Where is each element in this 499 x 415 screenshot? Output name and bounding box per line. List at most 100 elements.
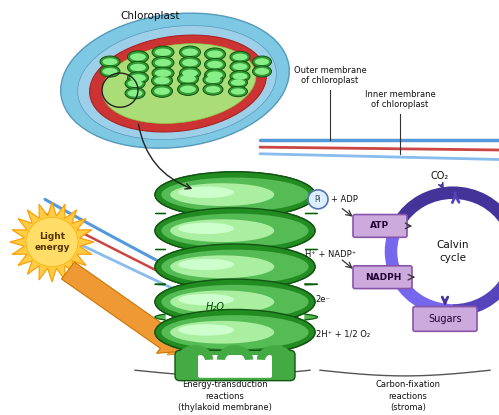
Ellipse shape [155,59,171,66]
Ellipse shape [100,56,120,67]
Ellipse shape [155,310,315,355]
Ellipse shape [178,73,199,85]
Ellipse shape [207,50,223,58]
Ellipse shape [155,69,171,77]
Ellipse shape [229,77,248,88]
Ellipse shape [233,73,248,80]
Polygon shape [305,284,317,285]
Circle shape [26,217,78,267]
Ellipse shape [155,244,315,290]
Ellipse shape [229,86,248,97]
Ellipse shape [205,59,226,71]
Ellipse shape [61,13,289,148]
Ellipse shape [180,85,196,93]
Ellipse shape [128,72,149,84]
Ellipse shape [178,187,234,198]
FancyBboxPatch shape [353,266,412,288]
Polygon shape [10,202,94,282]
Text: Calvin
cycle: Calvin cycle [437,240,469,263]
Ellipse shape [128,80,143,87]
Ellipse shape [102,44,256,123]
FancyArrow shape [77,273,190,355]
Ellipse shape [207,71,223,79]
Ellipse shape [206,76,221,83]
Ellipse shape [178,223,234,234]
Text: Energy-transduction
reactions
(thylakoid membrane): Energy-transduction reactions (thylakoid… [178,380,272,413]
Text: Chloroplast: Chloroplast [120,11,180,22]
Ellipse shape [155,49,171,56]
Ellipse shape [161,214,308,248]
Ellipse shape [161,250,308,284]
Ellipse shape [152,75,173,87]
Ellipse shape [205,69,226,81]
Ellipse shape [255,58,269,65]
Ellipse shape [155,172,315,217]
Ellipse shape [128,51,149,63]
Ellipse shape [161,178,308,212]
Ellipse shape [182,69,198,77]
Text: H⁺ + NADP⁺: H⁺ + NADP⁺ [305,250,356,259]
Ellipse shape [155,279,315,325]
Text: Light
energy: Light energy [34,232,70,252]
Ellipse shape [155,208,315,254]
Ellipse shape [155,172,315,217]
Ellipse shape [178,324,234,336]
Ellipse shape [170,219,274,242]
Ellipse shape [203,74,223,85]
Ellipse shape [205,48,226,60]
Ellipse shape [170,321,274,344]
Ellipse shape [170,183,274,206]
Ellipse shape [170,255,274,278]
Ellipse shape [155,208,315,254]
Ellipse shape [170,255,274,278]
Text: 2H⁺ + 1/2 O₂: 2H⁺ + 1/2 O₂ [316,330,370,339]
Ellipse shape [230,61,250,72]
Ellipse shape [182,49,198,56]
Ellipse shape [203,84,223,95]
Text: + ADP: + ADP [331,195,358,204]
Ellipse shape [178,259,234,270]
Polygon shape [155,284,165,285]
Ellipse shape [178,324,234,336]
Ellipse shape [130,64,146,71]
Ellipse shape [161,250,308,284]
Ellipse shape [233,63,248,70]
Ellipse shape [178,259,234,270]
Ellipse shape [161,178,308,212]
Ellipse shape [207,61,223,68]
FancyArrow shape [61,262,183,353]
Ellipse shape [170,290,274,313]
Ellipse shape [78,26,276,139]
Ellipse shape [170,219,274,242]
Ellipse shape [230,51,250,63]
Ellipse shape [178,83,199,95]
Ellipse shape [206,86,221,93]
Ellipse shape [125,78,145,89]
Text: Carbon-fixation
reactions
(stroma): Carbon-fixation reactions (stroma) [376,380,441,413]
Ellipse shape [130,74,146,82]
Ellipse shape [178,294,234,305]
FancyBboxPatch shape [413,307,477,331]
Ellipse shape [180,67,201,79]
Polygon shape [305,314,317,320]
Ellipse shape [161,214,308,248]
Ellipse shape [178,223,234,234]
Ellipse shape [252,66,271,77]
Ellipse shape [178,294,234,305]
Ellipse shape [154,77,170,84]
Ellipse shape [230,71,250,82]
Ellipse shape [161,285,308,319]
Ellipse shape [255,68,269,75]
Ellipse shape [102,68,117,75]
Ellipse shape [155,279,315,325]
Ellipse shape [155,244,315,290]
Text: H₂O: H₂O [206,302,225,312]
Text: Inner membrane
of chloroplast: Inner membrane of chloroplast [365,90,435,109]
Ellipse shape [152,67,174,79]
FancyBboxPatch shape [353,215,407,237]
Ellipse shape [161,285,308,319]
Text: 2e⁻: 2e⁻ [315,295,330,303]
Ellipse shape [152,56,174,69]
Ellipse shape [154,88,170,95]
Ellipse shape [231,79,245,86]
